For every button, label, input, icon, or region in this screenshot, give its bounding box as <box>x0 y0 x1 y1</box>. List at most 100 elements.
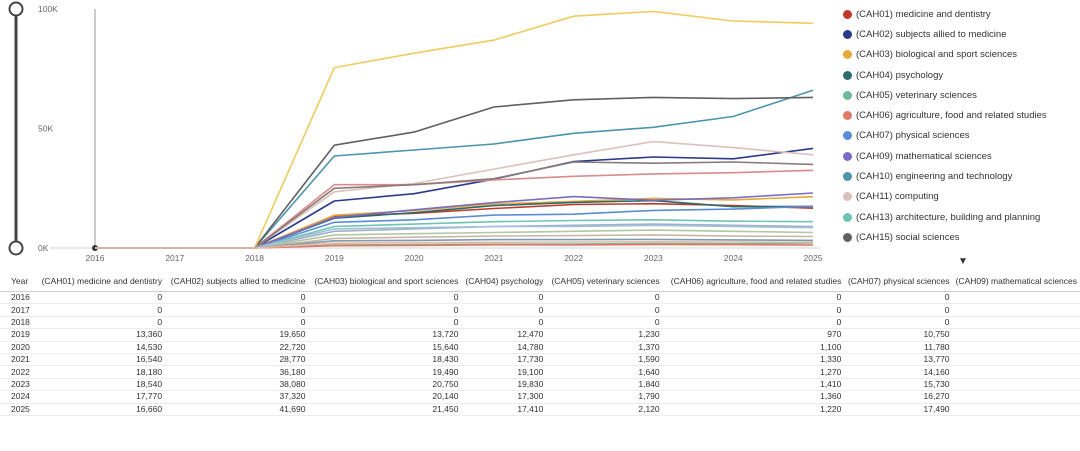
slider-handle-top[interactable] <box>8 1 24 17</box>
table-cell: 2023 <box>0 378 35 392</box>
table-cell <box>952 316 1080 330</box>
table-cell: 36,180 <box>165 365 309 379</box>
legend-item[interactable]: (CAH05) veterinary sciences <box>843 85 1078 105</box>
table-column-header[interactable]: (CAH01) medicine and dentistry <box>34 271 166 292</box>
table-column-header[interactable]: Year <box>0 271 35 292</box>
table-cell: 28,770 <box>165 353 309 367</box>
legend-label: (CAH13) architecture, building and plann… <box>856 211 1041 223</box>
table-cell: 0 <box>165 316 309 330</box>
table-header-row: Year (CAH01) medicine and dentistry (CAH02… <box>0 271 1080 292</box>
legend-item[interactable]: (CAH01) medicine and dentistry <box>843 4 1078 24</box>
table-cell: 0 <box>461 291 547 305</box>
year-range-slider[interactable] <box>8 1 24 256</box>
table-row: 2016 0 0 0 0 0 0 0 <box>0 291 1080 305</box>
data-table-container: Year (CAH01) medicine and dentistry (CAH02… <box>0 271 1080 451</box>
legend-dot-icon <box>843 151 852 161</box>
legend-dot-icon <box>843 192 852 202</box>
table-cell: 1,840 <box>546 378 663 392</box>
x-tick-label: 2019 <box>325 253 344 263</box>
legend-label: (CAH04) psychology <box>856 69 944 81</box>
table-column-header[interactable]: (CAH02) subjects allied to medicine <box>165 271 309 292</box>
table-cell: 16,270 <box>844 390 953 404</box>
table-cell: 0 <box>308 303 462 317</box>
legend-item[interactable]: (CAH11) computing <box>843 187 1078 207</box>
legend-label: (CAH15) social sciences <box>856 231 960 243</box>
y-tick-label: 100K <box>38 4 58 14</box>
table-row: 2025 16,660 41,690 21,450 17,410 2,120 1,220 17… <box>0 403 1080 416</box>
table-cell: 10,750 <box>844 328 953 342</box>
table-cell: 0 <box>461 316 547 330</box>
table-column-header[interactable]: (CAH04) psychology <box>461 271 547 292</box>
table-cell: 1,410 <box>662 378 845 392</box>
chart-series-lines <box>95 10 814 249</box>
table-cell: 0 <box>844 316 953 330</box>
table-cell: 0 <box>546 316 663 330</box>
table-cell: 2016 <box>0 291 35 305</box>
table-row: 2023 18,540 38,080 20,750 19,830 1,840 1,410 15… <box>0 378 1080 392</box>
x-tick-label: 2020 <box>405 253 424 263</box>
legend-item[interactable]: (CAH10) engineering and technology <box>843 166 1078 186</box>
table-cell: 970 <box>662 328 845 342</box>
table-cell: 16,540 <box>34 353 166 367</box>
x-tick-label: 2025 <box>804 253 823 263</box>
legend-label: (CAH02) subjects allied to medicine <box>856 28 1007 40</box>
table-cell: 1,230 <box>546 328 663 342</box>
table-cell: 13,360 <box>34 328 166 342</box>
table-cell: 1,790 <box>546 390 663 404</box>
legend-scroll-down-icon[interactable]: ▼ <box>958 256 968 267</box>
table-column-header[interactable]: (CAH07) physical sciences <box>844 271 953 292</box>
legend-label: (CAH11) computing <box>856 191 939 203</box>
table-cell: 18,430 <box>308 353 462 367</box>
x-tick-label: 2017 <box>165 253 184 263</box>
table-cell <box>952 291 1080 305</box>
legend-item[interactable]: (CAH06) agriculture, food and related st… <box>843 105 1078 125</box>
table-cell: 17,410 <box>461 403 547 416</box>
legend-item[interactable]: (CAH09) mathematical sciences <box>843 146 1078 166</box>
table-cell <box>952 303 1080 317</box>
x-tick-label: 2018 <box>245 253 264 263</box>
table-cell: 12,470 <box>461 328 547 342</box>
legend-item[interactable]: (CAH04) psychology <box>843 65 1078 85</box>
table-cell: 14,160 <box>844 365 953 379</box>
table-cell: 18,540 <box>34 378 166 392</box>
table-cell: 20,750 <box>308 378 462 392</box>
table-cell: 0 <box>546 291 663 305</box>
legend-dot-icon <box>843 90 852 100</box>
table-cell: 13,770 <box>844 353 953 367</box>
legend-item[interactable]: (CAH03) biological and sport sciences <box>843 45 1078 65</box>
y-tick-label: 0K <box>38 243 49 253</box>
data-table: Year (CAH01) medicine and dentistry (CAH02… <box>0 271 1080 416</box>
table-column-header[interactable]: (CAH05) veterinary sciences <box>546 271 663 292</box>
legend-label: (CAH10) engineering and technology <box>856 171 1013 183</box>
table-cell: 2020 <box>0 341 35 354</box>
table-column-header[interactable]: (CAH03) biological and sport sciences <box>308 271 462 292</box>
table-cell: 21,450 <box>308 403 462 416</box>
table-cell: 0 <box>546 303 663 317</box>
legend-item[interactable]: (CAH13) architecture, building and plann… <box>843 207 1078 227</box>
table-cell <box>952 353 1080 367</box>
legend-item[interactable]: (CAH02) subjects allied to medicine <box>843 24 1078 44</box>
chart-legend: (CAH01) medicine and dentistry (CAH02) su… <box>843 4 1078 248</box>
table-cell: 0 <box>34 316 166 330</box>
table-cell: 0 <box>165 291 309 305</box>
table-column-header[interactable]: (CAH06) agriculture, food and related st… <box>662 271 845 292</box>
legend-label: (CAH07) physical sciences <box>856 130 970 142</box>
series-line <box>95 10 814 249</box>
table-cell: 2,120 <box>546 403 663 416</box>
table-cell: 17,770 <box>34 390 166 404</box>
table-cell: 2025 <box>0 403 35 416</box>
table-cell: 2018 <box>0 316 35 330</box>
legend-item[interactable]: (CAH15) social sciences <box>843 227 1078 247</box>
table-cell: 0 <box>662 316 845 330</box>
table-cell <box>952 341 1080 354</box>
slider-handle-bottom[interactable] <box>8 240 24 256</box>
legend-dot-icon <box>843 232 852 242</box>
table-cell: 1,330 <box>662 353 845 367</box>
legend-label: (CAH09) mathematical sciences <box>856 150 992 162</box>
table-cell: 1,360 <box>662 390 845 404</box>
table-cell: 15,640 <box>308 341 462 354</box>
table-column-header[interactable]: (CAH09) mathematical sciences <box>952 271 1080 292</box>
table-cell: 0 <box>308 291 462 305</box>
legend-item[interactable]: (CAH07) physical sciences <box>843 126 1078 146</box>
x-tick-label: 2023 <box>644 253 663 263</box>
